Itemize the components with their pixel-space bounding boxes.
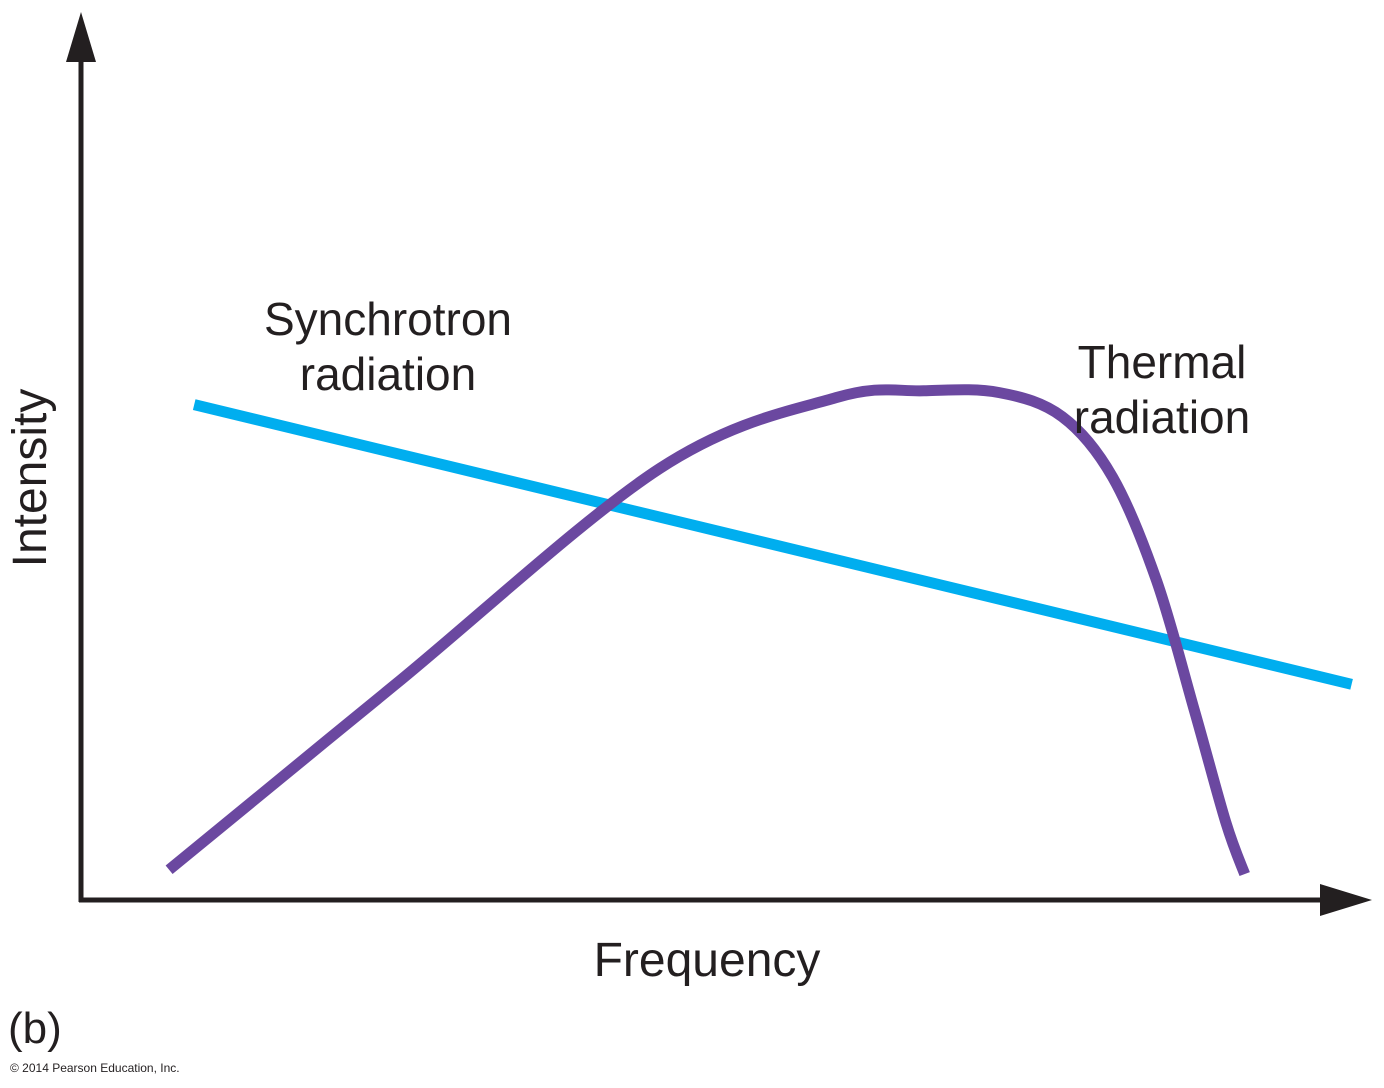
y-axis-arrowhead (66, 12, 96, 62)
thermal-radiation-curve (165, 384, 1250, 877)
synchrotron-radiation-line (192, 399, 1353, 690)
synchrotron-label-line-2: radiation (300, 348, 476, 400)
thermal-label-line-1: Thermal (1078, 336, 1247, 388)
x-axis-label: Frequency (594, 934, 821, 987)
copyright-credit: © 2014 Pearson Education, Inc. (10, 1061, 180, 1075)
x-axis-arrowhead (1320, 884, 1372, 916)
panel-label: (b) (8, 1004, 62, 1053)
thermal-label-line-2: radiation (1074, 391, 1250, 443)
y-axis-label: Intensity (4, 389, 57, 568)
synchrotron-label-line-1: Synchrotron (264, 293, 512, 345)
